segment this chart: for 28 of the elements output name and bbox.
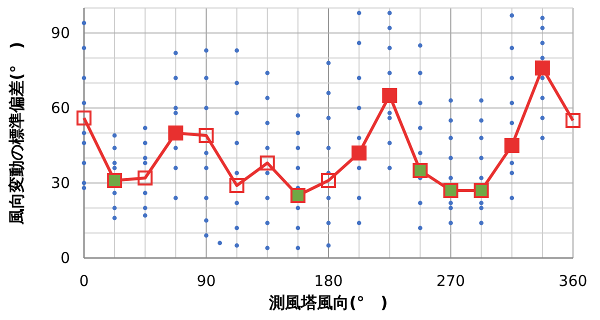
- y-axis-title: 風向変動の標準偏差(° ): [7, 42, 26, 226]
- point: [352, 146, 367, 160]
- x-tick-label: 0: [79, 272, 89, 290]
- point: [260, 156, 275, 170]
- point: [76, 110, 92, 126]
- x-tick-label: 360: [558, 272, 588, 290]
- point: [382, 88, 398, 103]
- point: [443, 183, 458, 198]
- y-tick-label: 90: [50, 24, 70, 42]
- point: [534, 60, 550, 76]
- point: [504, 138, 520, 153]
- point: [290, 188, 306, 203]
- point: [107, 173, 122, 188]
- point: [168, 126, 184, 140]
- y-tick-label: 30: [50, 174, 70, 192]
- y-tick-label: 0: [60, 249, 70, 267]
- point: [566, 113, 580, 128]
- point: [412, 163, 428, 178]
- x-tick-label: 90: [196, 272, 216, 290]
- x-axis-title: 測風塔風向(° ): [268, 293, 388, 312]
- y-tick-label: 60: [50, 99, 70, 117]
- point: [321, 173, 336, 188]
- point: [474, 183, 489, 198]
- point: [198, 128, 214, 143]
- x-tick-label: 180: [314, 272, 343, 290]
- point: [229, 178, 244, 193]
- point: [138, 170, 153, 186]
- x-tick-label: 270: [436, 272, 466, 290]
